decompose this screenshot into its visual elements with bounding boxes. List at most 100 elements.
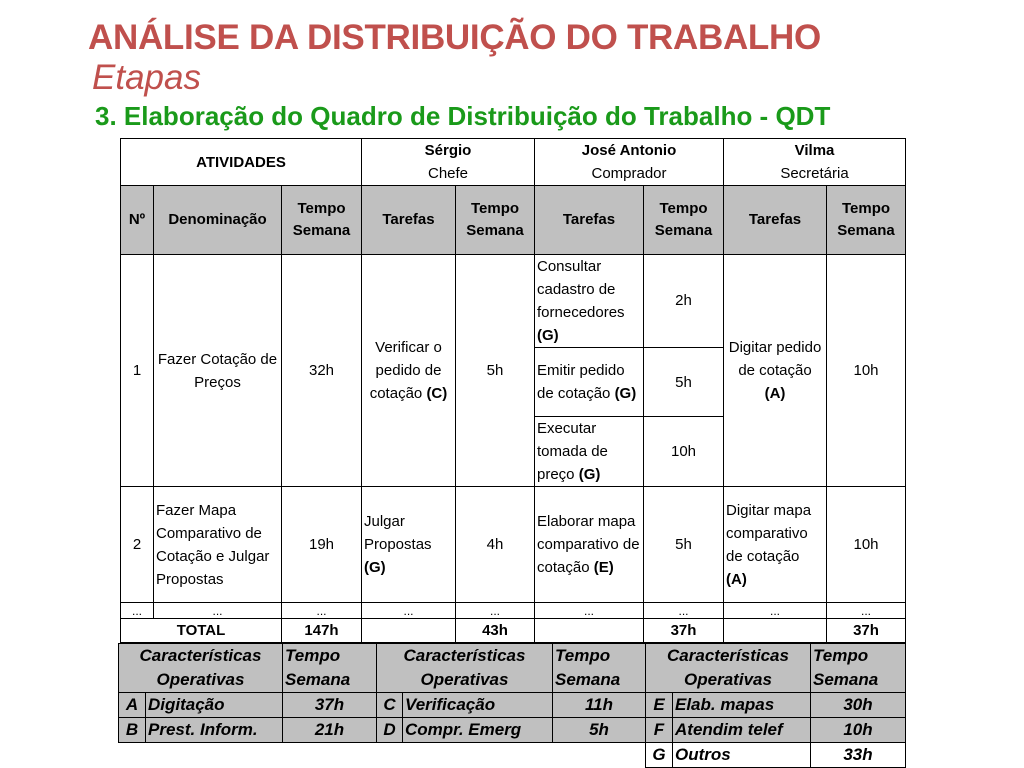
col-tarefas: Tarefas <box>534 185 644 255</box>
table-row: G Outros 33h <box>119 742 906 768</box>
header-caracteristicas: Características Operativas <box>376 643 553 693</box>
cell: Digitar mapa comparativo de cotação (A) <box>723 486 828 603</box>
task-code: (A) <box>764 385 786 402</box>
time: 10h <box>810 717 906 743</box>
table-row: Emitir pedido de cotação (G) 5h <box>121 347 906 417</box>
cell: ... <box>120 602 154 619</box>
ellipsis-row: ... ... ... ... ... ... ... ... ... <box>120 602 907 619</box>
col-tempo: Tempo Semana <box>642 185 725 255</box>
cell: Executar tomada de preço (G) <box>534 416 644 487</box>
header-caracteristicas: Características Operativas <box>118 643 283 693</box>
person-name: José Antonio <box>533 138 725 162</box>
task-text: Elaborar mapa comparativo de cotação <box>537 513 640 576</box>
cell: ... <box>455 602 535 619</box>
total-label: TOTAL <box>120 618 282 643</box>
person-name: Sérgio <box>361 138 535 162</box>
task-code: (G) <box>537 327 559 344</box>
cell: 10h <box>642 416 725 487</box>
code: B <box>118 717 146 743</box>
cell: Digitar pedido de cotação (A) <box>723 254 828 487</box>
col-denominacao: Denominação <box>153 185 282 255</box>
label: Tempo <box>470 200 520 217</box>
col-num: Nº <box>120 185 154 255</box>
cell: ... <box>642 602 725 619</box>
name: Atendim telef <box>672 717 811 743</box>
task-text: Digitar pedido de cotação <box>728 339 822 379</box>
cell: 19h <box>281 486 362 603</box>
cell: 4h <box>455 486 535 603</box>
task-code: (G) <box>614 385 637 402</box>
person-role: Chefe <box>361 162 535 186</box>
cell: ... <box>534 602 644 619</box>
cell <box>723 618 828 643</box>
total-row: TOTAL 147h 43h 37h 37h <box>120 618 907 643</box>
header-tempo: Tempo Semana <box>810 643 906 693</box>
task-text: Verificar o pedido de cotação <box>369 339 442 402</box>
code: G <box>645 742 673 768</box>
caracteristicas-table: Características Operativas Tempo Semana … <box>118 643 906 768</box>
cell: Fazer Mapa Comparativo de Cotação e Julg… <box>153 486 282 603</box>
header-caracteristicas: Características Operativas <box>645 643 811 693</box>
cell: ... <box>826 602 907 619</box>
cell: 1 <box>120 254 154 487</box>
person-role: Secretária <box>723 162 907 186</box>
cell: ... <box>281 602 362 619</box>
task-code: (C) <box>426 385 448 402</box>
cell: Consultar cadastro de fornecedores (G) <box>534 254 644 348</box>
col-tempo: Tempo Semana <box>826 185 907 255</box>
cell: Julgar Propostas (G) <box>361 486 456 603</box>
table-row: A Digitação 37h C Verificação 11h E Elab… <box>118 692 906 718</box>
name: Prest. Inform. <box>145 717 283 743</box>
time: 11h <box>552 692 646 718</box>
qdt-table: ATIVIDADES Sérgio José Antonio Vilma Che… <box>120 138 907 643</box>
code: D <box>376 717 403 743</box>
label: Semana <box>654 222 713 239</box>
task-text: Executar tomada de preço <box>537 420 608 483</box>
label: Semana <box>292 222 351 239</box>
name: Compr. Emerg <box>402 717 553 743</box>
total-value: 43h <box>455 618 535 643</box>
total-value: 147h <box>281 618 362 643</box>
time: 33h <box>810 742 906 768</box>
cell: 2 <box>120 486 154 603</box>
name: Outros <box>672 742 811 768</box>
cell: 32h <box>281 254 362 487</box>
code: A <box>118 692 146 718</box>
header-tempo: Tempo Semana <box>552 643 646 693</box>
person-name: Vilma <box>723 138 907 162</box>
code: E <box>645 692 673 718</box>
cell: Fazer Cotação de Preços <box>153 254 282 487</box>
cell: 5h <box>642 347 725 417</box>
col-tempo: Tempo Semana <box>281 185 362 255</box>
cell: 2h <box>642 254 725 348</box>
cell: ... <box>723 602 828 619</box>
cell: 5h <box>455 254 535 487</box>
code: C <box>376 692 403 718</box>
time: 5h <box>552 717 646 743</box>
time: 21h <box>282 717 377 743</box>
page-title: ANÁLISE DA DISTRIBUIÇÃO DO TRABALHO <box>88 18 821 57</box>
task-text: Digitar mapa comparativo de cotação <box>726 501 812 565</box>
cell <box>534 618 644 643</box>
time: 37h <box>282 692 377 718</box>
cell: ... <box>361 602 456 619</box>
table-row: 2 Fazer Mapa Comparativo de Cotação e Ju… <box>120 486 907 603</box>
label: Semana <box>837 222 895 239</box>
total-value: 37h <box>642 618 725 643</box>
table-row: B Prest. Inform. 21h D Compr. Emerg 5h F… <box>118 717 906 743</box>
task-code: (A) <box>726 570 747 588</box>
header-tempo: Tempo Semana <box>282 643 377 693</box>
task-text: Emitir pedido de cotação <box>537 362 625 402</box>
cell: Emitir pedido de cotação (G) <box>534 347 644 417</box>
task-code: (G) <box>578 466 601 483</box>
table-row: 1 Fazer Cotação de Preços 32h Verificar … <box>120 254 907 487</box>
code: F <box>645 717 673 743</box>
time: 30h <box>810 692 906 718</box>
task-text: Julgar Propostas <box>364 513 432 553</box>
task-text: Consultar cadastro de fornecedores <box>537 258 625 321</box>
cell: Elaborar mapa comparativo de cotação (E) <box>534 486 644 603</box>
cell: 10h <box>826 254 907 487</box>
task-code: (G) <box>364 559 386 576</box>
cell: ... <box>153 602 282 619</box>
person-role: Comprador <box>533 162 725 186</box>
